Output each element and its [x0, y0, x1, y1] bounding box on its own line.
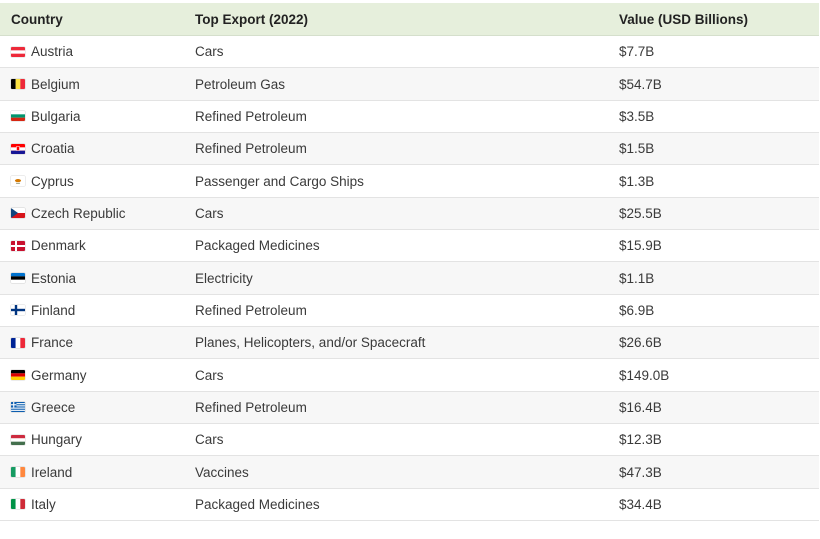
cell-top-export: Refined Petroleum — [195, 399, 307, 415]
cell-top-export: Packaged Medicines — [195, 496, 320, 512]
cell-top-export: Electricity — [195, 270, 253, 286]
cell-top-export: Cars — [195, 44, 224, 60]
table-row: Cyprus Passenger and Cargo Ships $1.3B — [0, 165, 819, 198]
cell-top-export: Planes, Helicopters, and/or Spacecraft — [195, 335, 426, 351]
cell-top-export: Cars — [195, 432, 224, 448]
exports-table: Country Top Export (2022) Value (USD Bil… — [0, 3, 819, 522]
country-name: Denmark — [31, 238, 86, 254]
italy-flag-icon — [11, 499, 25, 510]
cell-country: Denmark — [0, 238, 195, 253]
country-name: Croatia — [31, 141, 75, 157]
cell-country: Belgium — [0, 77, 195, 92]
cell-top-export: Packaged Medicines — [195, 238, 320, 254]
cell-value: $12.3B — [619, 432, 662, 448]
table-row: France Planes, Helicopters, and/or Spacec… — [0, 327, 819, 360]
table-row: Greece Refined Petroleum $16.4B — [0, 391, 819, 425]
cell-value: $16.4B — [619, 399, 662, 415]
cell-top-export: Refined Petroleum — [195, 108, 307, 124]
cyprus-flag-icon — [11, 176, 25, 187]
cell-top-export: Cars — [195, 205, 224, 221]
croatia-flag-icon — [11, 143, 25, 154]
cell-value: $26.6B — [619, 335, 662, 351]
table-body: Austria Cars $7.7B Belgium Petroleum Gas $54.… — [0, 36, 819, 522]
header-country[interactable]: Country — [11, 11, 63, 27]
country-name: Germany — [31, 367, 87, 383]
table-header-row: Country Top Export (2022) Value (USD Bil… — [0, 3, 819, 36]
table-row: Bulgaria Refined Petroleum $3.5B — [0, 100, 819, 134]
cell-value: $1.5B — [619, 141, 655, 157]
cell-top-export: Petroleum Gas — [195, 76, 286, 92]
cell-value: $149.0B — [619, 367, 670, 383]
cell-value: $54.7B — [619, 76, 662, 92]
cell-value: $1.3B — [619, 173, 655, 189]
table-row: Ireland Vaccines $47.3B — [0, 456, 819, 489]
table-row: Austria Cars $7.7B — [0, 36, 819, 69]
country-name: Bulgaria — [31, 108, 81, 124]
cell-country: Estonia — [0, 271, 195, 286]
cell-country: France — [0, 335, 195, 350]
germany-flag-icon — [11, 370, 25, 381]
cell-country: Cyprus — [0, 174, 195, 189]
estonia-flag-icon — [11, 273, 25, 284]
country-name: Ireland — [31, 464, 73, 480]
cell-value: $6.9B — [619, 302, 655, 318]
france-flag-icon — [11, 337, 25, 348]
cell-country: Germany — [0, 368, 195, 383]
austria-flag-icon — [11, 46, 25, 57]
cell-value: $47.3B — [619, 464, 662, 480]
hungary-flag-icon — [11, 434, 25, 445]
cell-country: Austria — [0, 44, 195, 59]
cell-value: $3.5B — [619, 108, 655, 124]
country-name: Italy — [31, 496, 56, 512]
table-row: Estonia Electricity $1.1B — [0, 262, 819, 295]
cell-value: $25.5B — [619, 205, 662, 221]
table-row: Denmark Packaged Medicines $15.9B — [0, 230, 819, 263]
cell-country: Finland — [0, 303, 195, 318]
cell-country: Italy — [0, 497, 195, 512]
country-name: Finland — [31, 302, 76, 318]
cell-country: Czech Republic — [0, 206, 195, 221]
cell-country: Greece — [0, 400, 195, 415]
cell-country: Ireland — [0, 465, 195, 480]
cell-top-export: Cars — [195, 367, 224, 383]
finland-flag-icon — [11, 305, 25, 316]
header-top-export[interactable]: Top Export (2022) — [195, 11, 309, 27]
table-row: Belgium Petroleum Gas $54.7B — [0, 68, 819, 101]
country-name: Hungary — [31, 432, 83, 448]
country-name: Cyprus — [31, 173, 74, 189]
cell-value: $1.1B — [619, 270, 655, 286]
cell-top-export: Refined Petroleum — [195, 302, 307, 318]
country-name: Greece — [31, 399, 76, 415]
country-name: France — [31, 335, 74, 351]
belgium-flag-icon — [11, 79, 25, 90]
denmark-flag-icon — [11, 240, 25, 251]
czech-republic-flag-icon — [11, 208, 25, 219]
table-row: Hungary Cars $12.3B — [0, 424, 819, 457]
table-row: Germany Cars $149.0B — [0, 359, 819, 392]
cell-top-export: Passenger and Cargo Ships — [195, 173, 364, 189]
cell-value: $34.4B — [619, 496, 662, 512]
table-row: Croatia Refined Petroleum $1.5B — [0, 133, 819, 166]
cell-top-export: Refined Petroleum — [195, 141, 307, 157]
country-name: Czech Republic — [31, 205, 126, 221]
cell-country: Croatia — [0, 141, 195, 156]
cell-country: Bulgaria — [0, 109, 195, 124]
country-name: Belgium — [31, 76, 80, 92]
table-row: Finland Refined Petroleum $6.9B — [0, 294, 819, 328]
greece-flag-icon — [11, 402, 25, 413]
bulgaria-flag-icon — [11, 111, 25, 122]
country-name: Austria — [31, 44, 74, 60]
header-value[interactable]: Value (USD Billions) — [619, 11, 749, 27]
ireland-flag-icon — [11, 467, 25, 478]
cell-country: Hungary — [0, 432, 195, 447]
table-row: Italy Packaged Medicines $34.4B — [0, 488, 819, 522]
cell-value: $7.7B — [619, 44, 655, 60]
cell-value: $15.9B — [619, 238, 662, 254]
country-name: Estonia — [31, 270, 77, 286]
cell-top-export: Vaccines — [195, 464, 249, 480]
table-row: Czech Republic Cars $25.5B — [0, 197, 819, 231]
